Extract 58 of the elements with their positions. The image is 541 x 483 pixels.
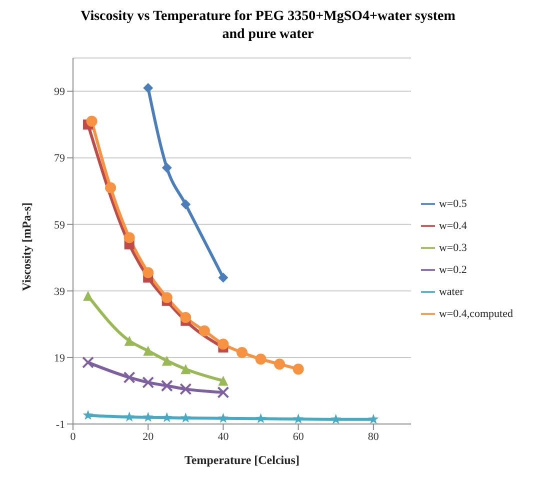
point (256, 413, 266, 424)
point (255, 354, 266, 365)
point (218, 412, 228, 423)
point (292, 364, 304, 375)
point (368, 414, 379, 424)
y-tick-label: 19 (54, 352, 66, 364)
y-tick-label: 79 (54, 152, 66, 165)
legend-label: w=0.3 (438, 242, 467, 254)
point (274, 358, 286, 370)
point (180, 364, 191, 374)
legend-label: w=0.2 (438, 264, 467, 276)
point (82, 410, 94, 420)
point (124, 336, 134, 346)
point (218, 272, 228, 283)
y-tick-label: 99 (54, 86, 66, 98)
point (162, 412, 172, 422)
y-tick-label: 39 (54, 286, 66, 298)
point (162, 356, 172, 366)
point (124, 232, 135, 244)
point (217, 386, 230, 398)
point (142, 376, 154, 388)
point (86, 116, 98, 127)
y-tick-label: -1 (56, 418, 65, 431)
y-axis-title: Viscosity [mPa-s] (19, 202, 34, 291)
point (198, 325, 210, 336)
x-tick-label: 40 (218, 430, 230, 443)
chart-title: Viscosity vs Temperature for PEG 3350+MgSO4+water system and pure water (80, 8, 456, 44)
point (83, 290, 94, 301)
point (180, 312, 192, 324)
point (218, 376, 228, 386)
point (162, 162, 172, 173)
point (82, 356, 94, 368)
point (161, 292, 172, 304)
point (236, 346, 248, 358)
point (123, 371, 136, 384)
x-axis-title: Temperature [Celcius] (184, 453, 300, 467)
point (124, 412, 135, 422)
y-tick-label: 59 (54, 219, 66, 232)
legend-label: w=0.5 (438, 198, 467, 210)
x-tick-label: 0 (70, 430, 76, 443)
point (160, 380, 173, 392)
point (180, 199, 191, 210)
point (143, 346, 154, 356)
point (142, 267, 154, 278)
x-tick-label: 20 (142, 430, 154, 443)
legend-label: water (438, 286, 464, 298)
point (143, 82, 154, 93)
point (218, 338, 229, 350)
point (180, 412, 191, 422)
legend-label: w=0.4,computed (438, 308, 513, 320)
point (293, 414, 304, 424)
x-tick-label: 60 (292, 430, 304, 443)
point (180, 383, 192, 396)
x-tick-label: 80 (368, 430, 380, 443)
point (330, 414, 342, 424)
point (142, 412, 154, 422)
point (105, 182, 116, 194)
legend-label: w=0.4 (438, 220, 467, 232)
